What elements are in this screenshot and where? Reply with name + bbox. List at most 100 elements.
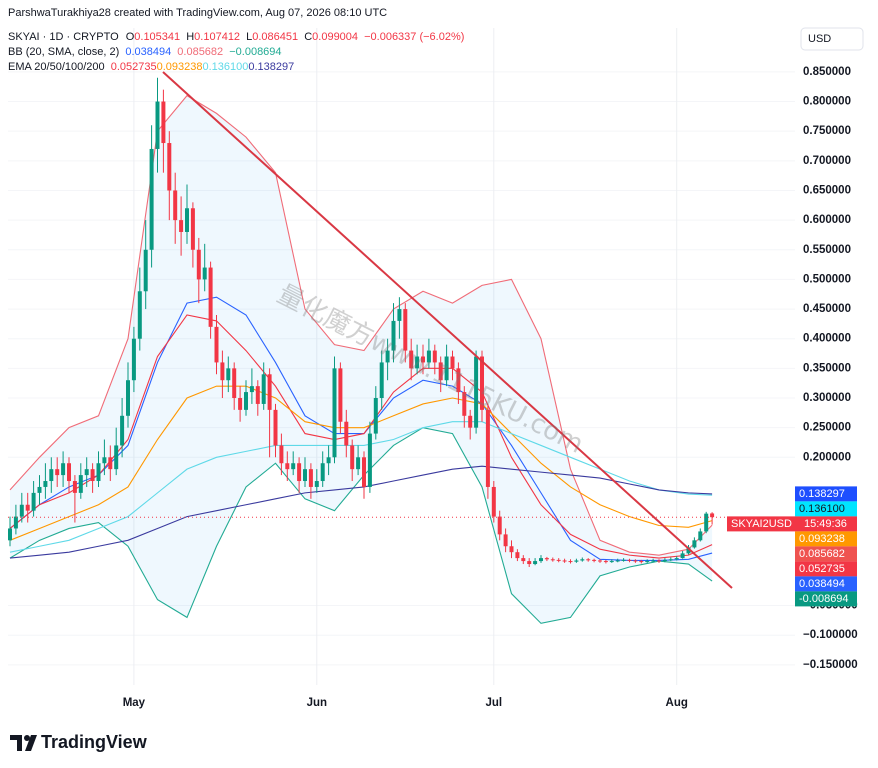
bb-lower-value: −0.008694: [229, 46, 281, 58]
candle-body: [491, 486, 496, 517]
logo-icon: [10, 735, 37, 751]
ticker-badge: [727, 516, 795, 532]
y-tick-label: 0.800000: [803, 96, 851, 108]
bb-basis-value: 0.038494: [125, 46, 171, 58]
candle-body: [621, 559, 626, 561]
candle-body: [580, 559, 585, 561]
y-tick-label: −0.150000: [803, 659, 858, 671]
candle-body: [409, 350, 414, 369]
bb-legend: BB (20, SMA, close, 2) 0.038494 0.085682…: [8, 46, 282, 58]
candle-body: [704, 513, 709, 532]
ticker-label: SKYAI2USD: [731, 518, 792, 530]
ema-legend: EMA 20/50/100/200 0.0527350.0932380.1361…: [8, 61, 294, 73]
candle-body: [261, 374, 266, 404]
badge-label: 0.038494: [799, 578, 845, 590]
candle-body: [232, 368, 237, 399]
candle-body: [297, 463, 302, 482]
open-value: 0.105341: [134, 31, 180, 43]
ema-value: 0.093238: [157, 61, 203, 73]
candle-body: [149, 148, 154, 250]
candle-body: [344, 421, 349, 446]
candle-body: [179, 220, 184, 232]
legend-letter: O: [126, 31, 135, 43]
candle-body: [568, 561, 573, 563]
candle-body: [379, 362, 384, 399]
candle-body: [515, 552, 520, 559]
candle-body: [633, 560, 638, 562]
candle-body: [332, 368, 337, 458]
y-tick-label: 0.400000: [803, 333, 851, 345]
candle-body: [521, 558, 526, 562]
candle-body: [657, 560, 661, 562]
y-tick-label: 0.550000: [803, 244, 851, 256]
candle-body: [509, 546, 514, 553]
candle-body: [562, 560, 567, 562]
candle-body: [8, 528, 12, 541]
candle-body: [314, 481, 319, 487]
candle-body: [350, 445, 355, 470]
badge-label: 0.093238: [799, 533, 845, 545]
y-tick-label: 0.350000: [803, 362, 851, 374]
candle-body: [285, 463, 290, 470]
candle-body: [13, 516, 18, 529]
candle-body: [710, 513, 715, 518]
logo: TradingView: [10, 732, 148, 752]
candle-body: [196, 249, 201, 280]
candle-body: [226, 368, 231, 381]
candle-body: [533, 561, 538, 565]
value-badge: [795, 501, 857, 517]
candle-body: [338, 368, 343, 422]
legend-letter: H: [186, 31, 194, 43]
candle-body: [586, 559, 591, 561]
ema-line: [9, 314, 713, 559]
candle-body: [137, 291, 142, 339]
candle-body: [61, 463, 66, 476]
candle-body: [55, 469, 60, 476]
candle-body: [308, 469, 313, 487]
candle-body: [592, 559, 597, 561]
ema-label: EMA 20/50/100/200: [8, 61, 105, 73]
candle-body: [686, 547, 691, 554]
candle-body: [320, 463, 325, 482]
y-tick-label: 0.600000: [803, 214, 851, 226]
x-tick-label: May: [123, 697, 146, 709]
candle-body: [131, 338, 136, 381]
candle-body: [450, 356, 455, 369]
countdown-label: 15:49:36: [804, 518, 847, 530]
candle-body: [185, 208, 189, 232]
candle-body: [202, 267, 207, 280]
candle-body: [238, 398, 243, 410]
trend-line: [162, 71, 733, 589]
candle-body: [220, 362, 225, 381]
x-tick-label: Jul: [485, 697, 502, 709]
candle-body: [385, 350, 390, 363]
y-tick-label: 0.650000: [803, 185, 851, 197]
x-tick-label: Jun: [307, 697, 327, 709]
candle-body: [43, 481, 48, 487]
candle-body: [474, 356, 479, 428]
candle-body: [102, 457, 107, 464]
candle-body: [651, 560, 656, 562]
bb-upper-value: 0.085682: [177, 46, 223, 58]
candle-body: [674, 558, 679, 560]
candle-body: [25, 504, 30, 511]
logo-text: TradingView: [41, 732, 148, 752]
candle-body: [598, 560, 602, 562]
currency-button[interactable]: [800, 27, 864, 51]
candle-body: [462, 392, 467, 416]
price-badges: 0.138297 0.136100 SKYAI2USD 15:49:36 0.09323…: [727, 486, 857, 607]
countdown-badge: [795, 516, 857, 532]
candle-body: [214, 326, 219, 363]
badge-label: 0.085682: [799, 548, 845, 560]
value-badge: [795, 531, 857, 547]
candle-body: [208, 267, 213, 327]
candle-body: [421, 356, 425, 363]
y-tick-label: −0.100000: [803, 629, 858, 641]
candle-body: [426, 350, 431, 363]
candle-body: [645, 561, 650, 563]
badge-label: 0.136100: [799, 503, 845, 515]
value-badge: [795, 591, 857, 607]
candle-body: [267, 374, 272, 410]
candle-body: [603, 561, 608, 563]
